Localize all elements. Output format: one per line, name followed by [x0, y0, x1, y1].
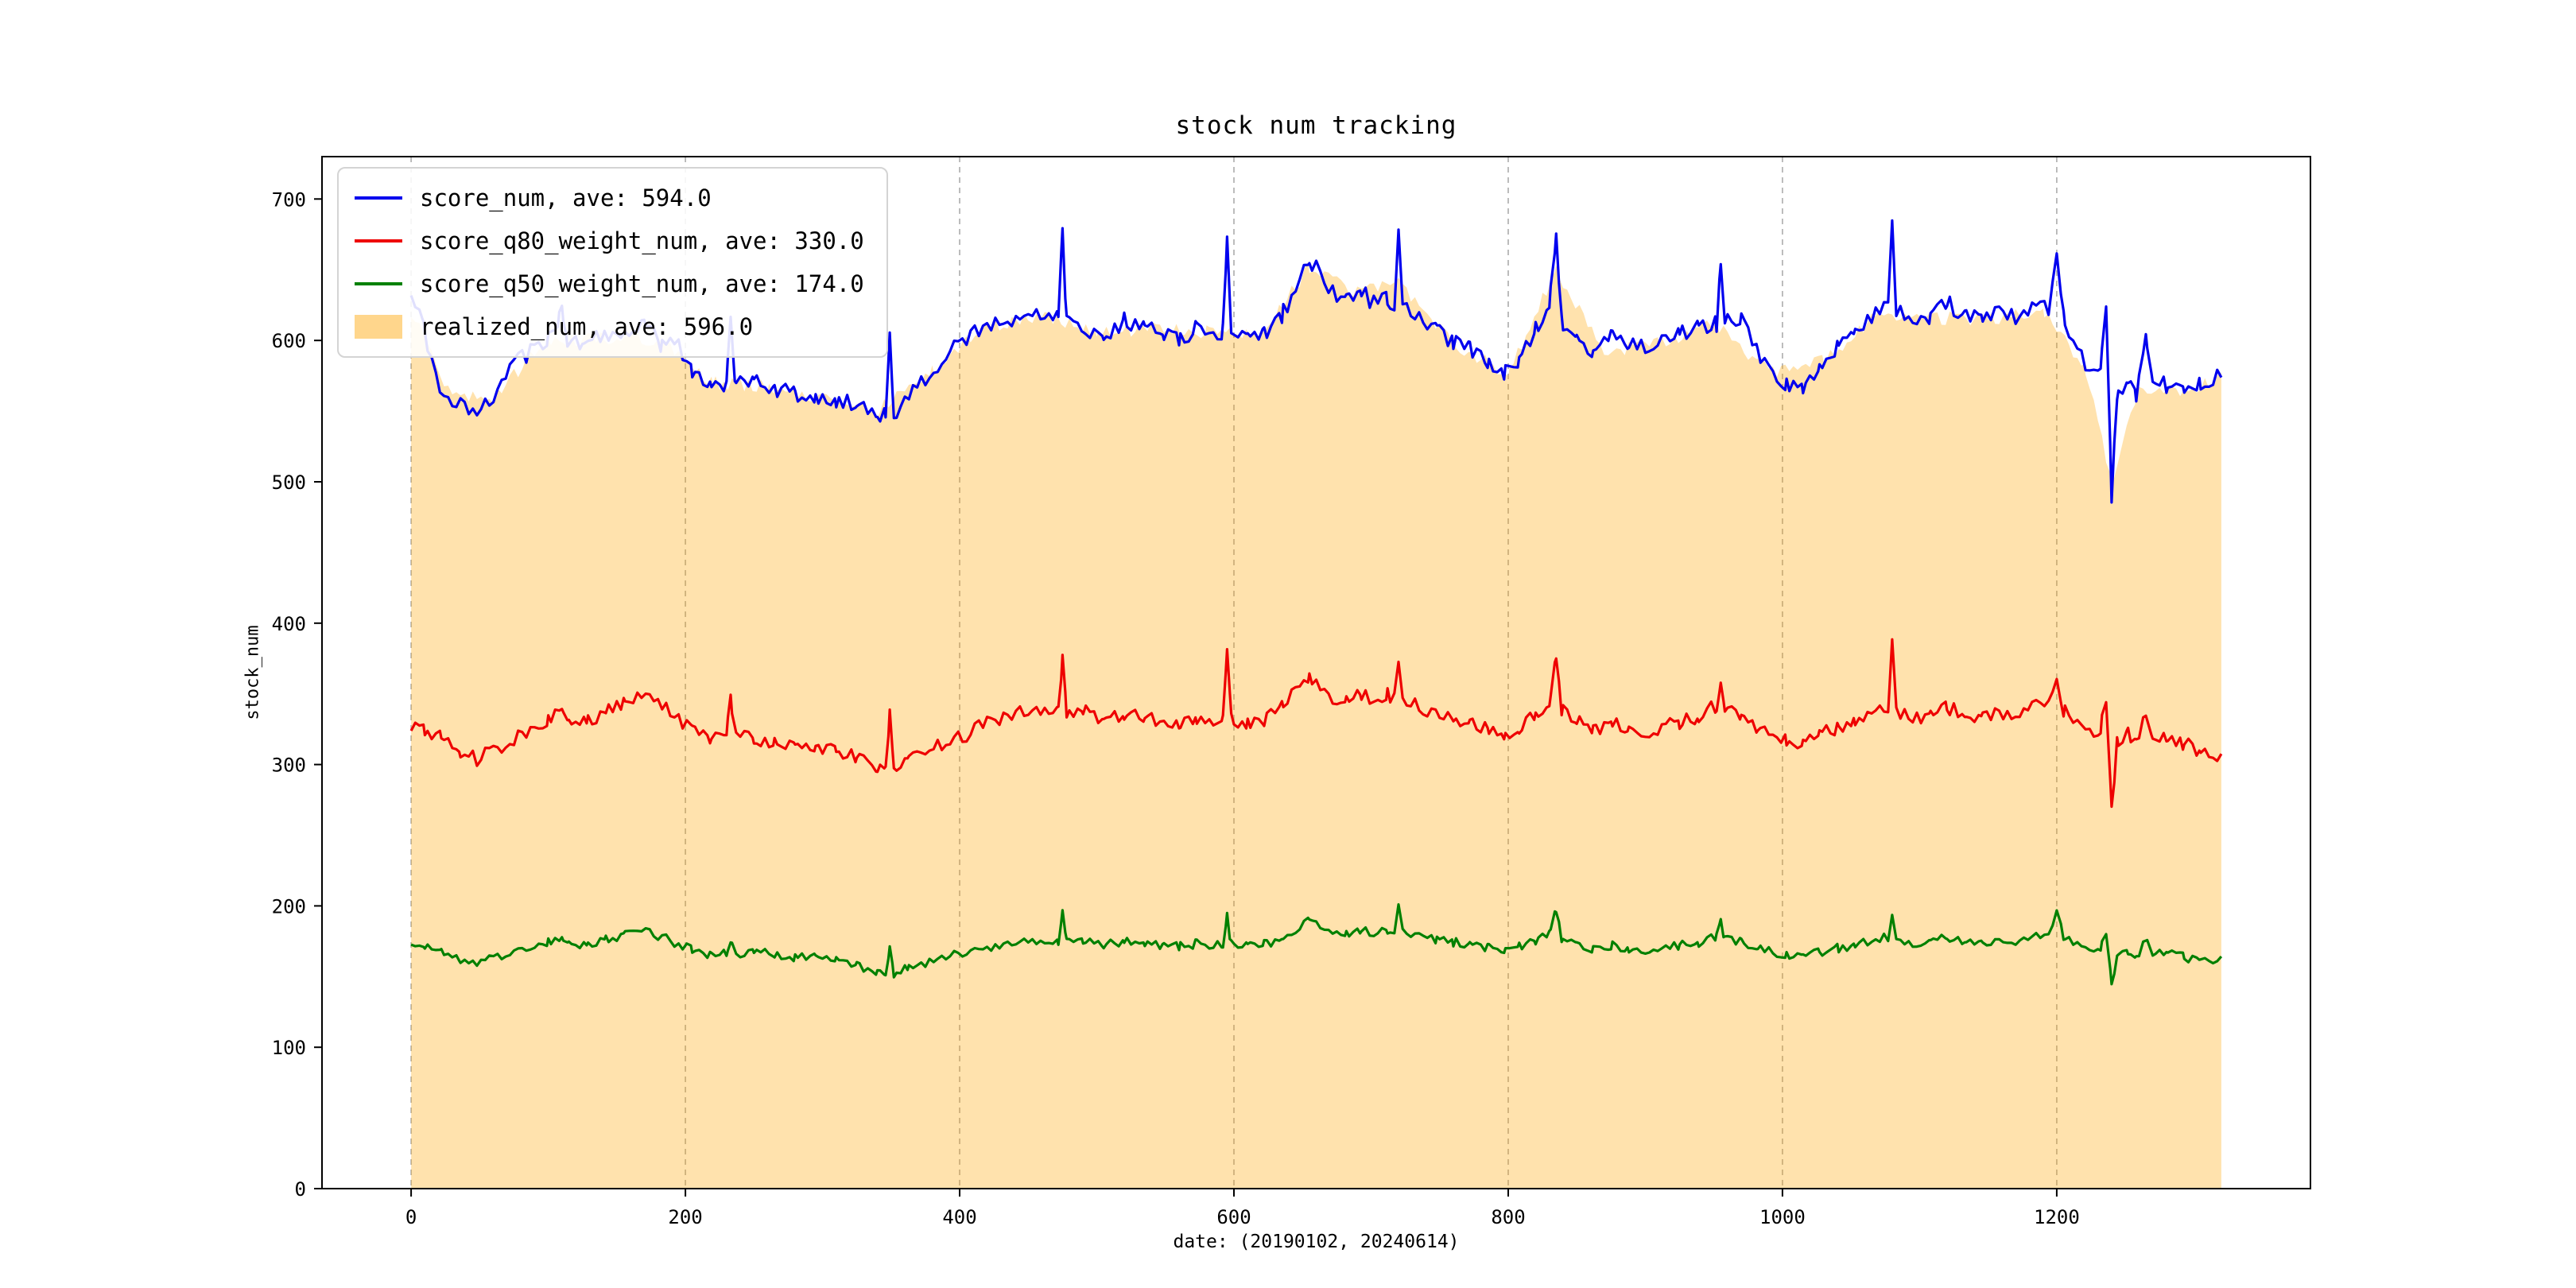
x-tick-label: 800: [1491, 1206, 1525, 1228]
legend-item-score-q50: score_q50_weight_num, ave: 174.0: [355, 267, 864, 301]
plot-title: stock num tracking: [1175, 111, 1457, 140]
legend-label: realized_num, ave: 596.0: [420, 313, 754, 340]
y-tick-label: 100: [272, 1037, 306, 1059]
y-tick-label: 200: [272, 895, 306, 918]
legend: score_num, ave: 594.0 score_q80_weight_n…: [337, 167, 888, 358]
y-tick-label: 600: [272, 330, 306, 352]
x-tick-label: 1000: [1759, 1206, 1806, 1228]
legend-item-score-q80: score_q80_weight_num, ave: 330.0: [355, 224, 864, 258]
legend-label: score_q50_weight_num, ave: 174.0: [420, 270, 864, 297]
legend-patch-swatch-orange: [355, 315, 402, 339]
x-tick-label: 400: [942, 1206, 976, 1228]
y-tick-label: 0: [295, 1178, 306, 1201]
y-tick-label: 400: [272, 613, 306, 635]
legend-item-score-num: score_num, ave: 594.0: [355, 181, 864, 215]
series-line-score_q50_weight_num: [410, 902, 2223, 986]
series-line-score_q80_weight_num: [409, 638, 2223, 809]
legend-line-swatch-green: [355, 282, 402, 285]
y-tick-label: 300: [272, 755, 306, 777]
y-axis-label: stock_num: [242, 625, 263, 720]
x-axis-label: date: (20190102, 20240614): [1173, 1232, 1460, 1252]
legend-line-swatch-red: [355, 239, 402, 242]
legend-label: score_num, ave: 594.0: [420, 184, 712, 211]
x-tick-label: 1200: [2034, 1206, 2080, 1228]
series-area-realized_num: [411, 262, 2221, 1189]
series-line-score_num: [409, 219, 2223, 504]
y-tick-label: 500: [272, 471, 306, 494]
legend-item-realized-num: realized_num, ave: 596.0: [355, 310, 864, 343]
axes-box: [321, 156, 2311, 1189]
x-tick-label: 200: [668, 1206, 702, 1228]
x-tick-label: 0: [405, 1206, 417, 1228]
legend-line-swatch-blue: [355, 196, 402, 200]
legend-label: score_q80_weight_num, ave: 330.0: [420, 227, 864, 254]
y-tick-label: 700: [272, 188, 306, 211]
x-tick-label: 600: [1216, 1206, 1251, 1228]
